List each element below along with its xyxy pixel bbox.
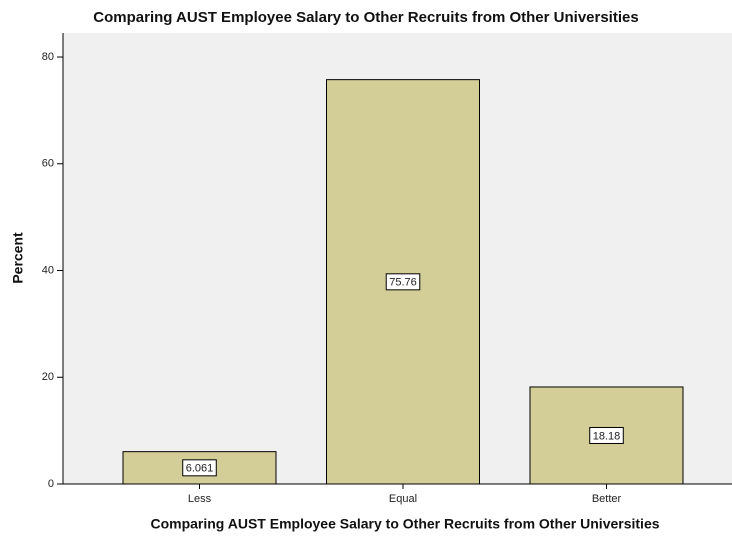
y-tick-label: 40 [42,264,54,276]
value-label-box [182,459,217,477]
y-tick-label: 60 [42,158,54,170]
value-label-box [385,273,421,291]
x-axis-title: Comparing AUST Employee Salary to Other … [150,516,659,532]
y-tick-label: 0 [48,478,54,490]
value-label: 18.18 [593,430,621,442]
chart-title: Comparing AUST Employee Salary to Other … [93,9,638,26]
y-tick-label: 80 [42,51,54,63]
x-tick-label: Better [592,493,622,505]
value-label-box [589,426,624,444]
y-axis-title: Percent [10,232,26,284]
x-tick-label: Equal [389,493,417,505]
value-label: 75.76 [389,277,417,289]
y-tick-label: 20 [42,371,54,383]
value-label: 6.061 [186,463,214,475]
x-tick-label: Less [188,493,212,505]
